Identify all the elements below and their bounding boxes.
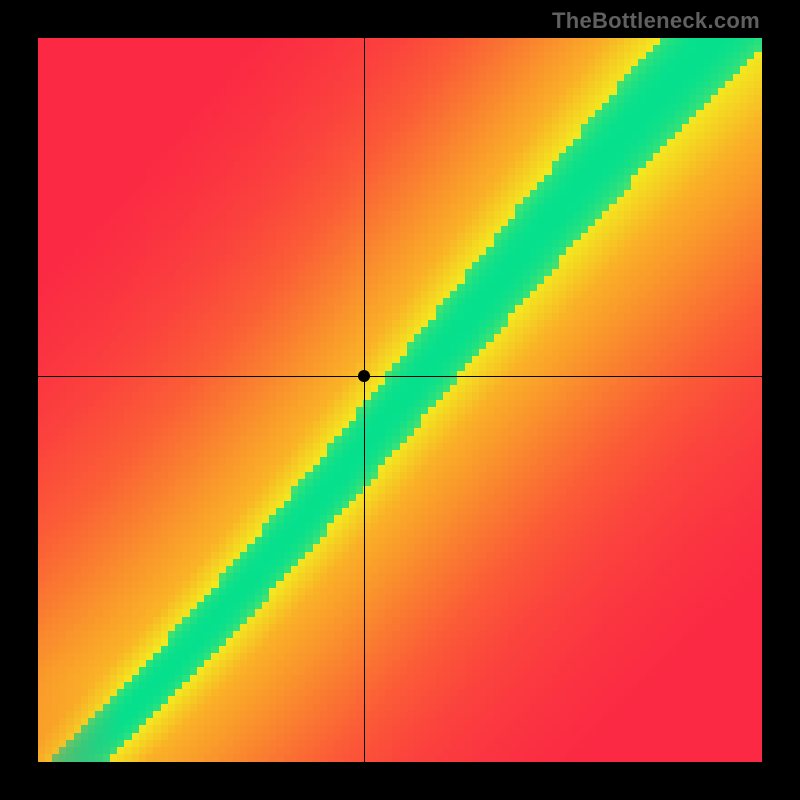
crosshair-vertical bbox=[364, 38, 365, 762]
crosshair-horizontal bbox=[38, 376, 762, 377]
bottleneck-heatmap bbox=[38, 38, 762, 762]
chart-container: { "image": { "width": 800, "height": 800… bbox=[0, 0, 800, 800]
crosshair-marker bbox=[358, 370, 370, 382]
watermark-text: TheBottleneck.com bbox=[552, 8, 760, 34]
